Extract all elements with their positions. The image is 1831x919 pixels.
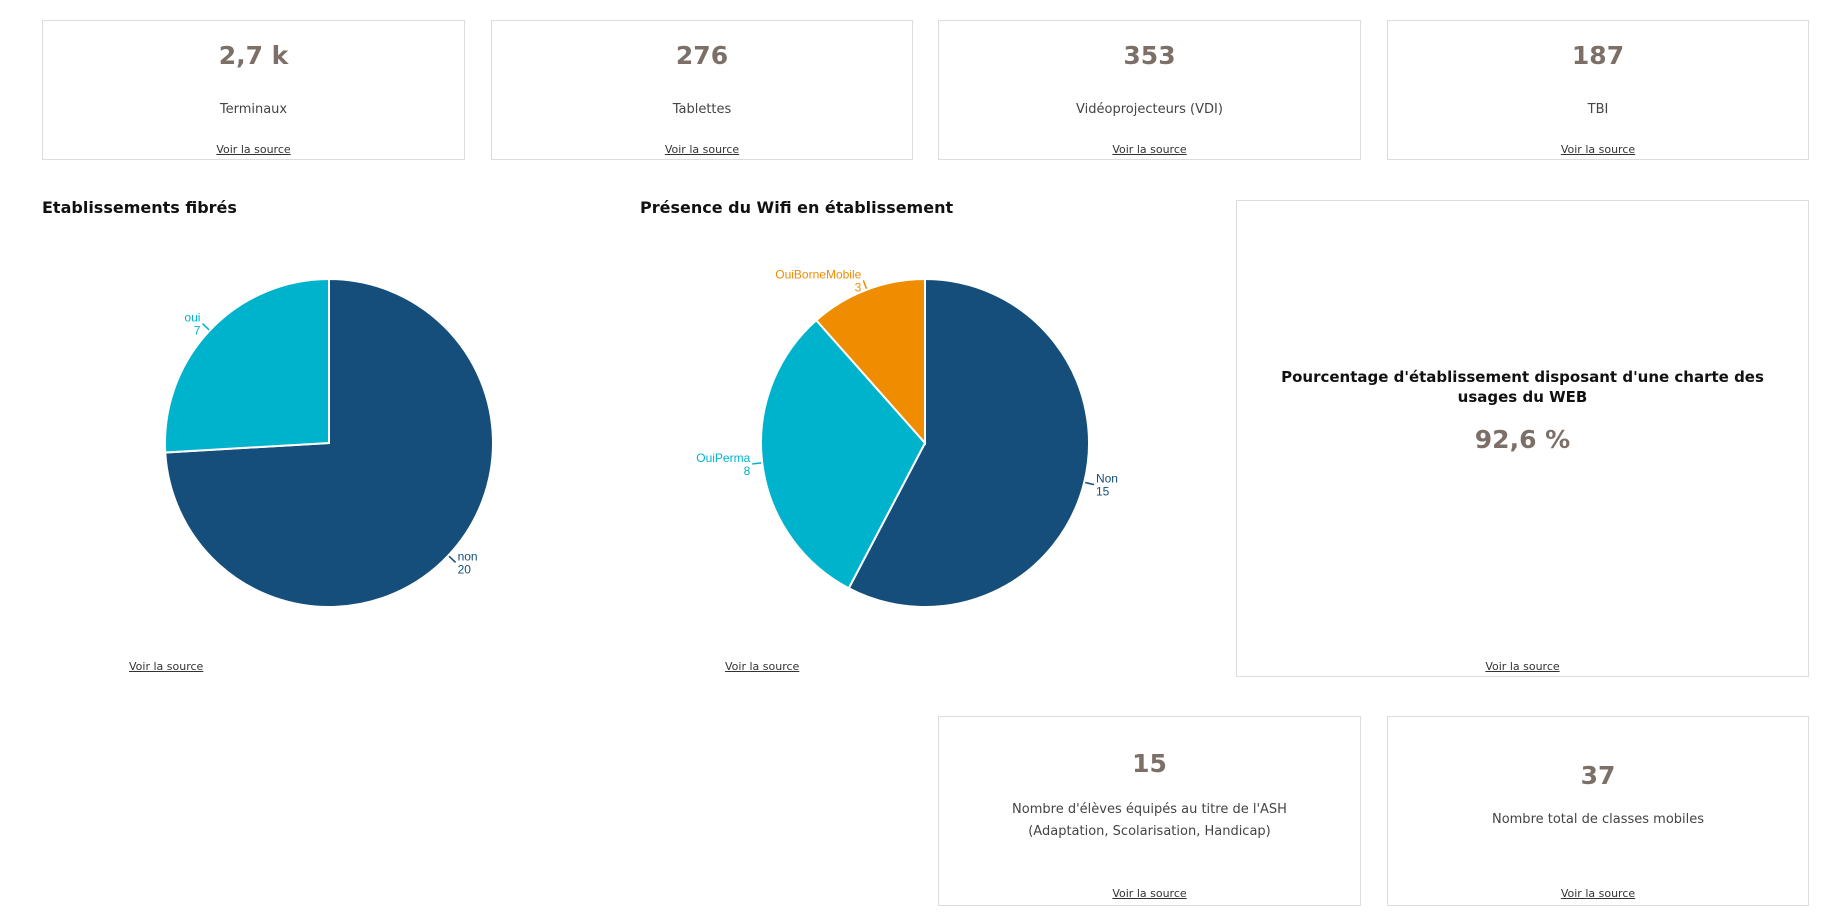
kpi-card-tbi: 187 TBI Voir la source xyxy=(1387,20,1809,160)
pie-chart-wifi: Non 15 OuiPerma 8 OuiBorneMobile 3 xyxy=(696,267,1118,608)
data-label: oui 7 xyxy=(184,311,200,338)
view-source-link[interactable]: Voir la source xyxy=(1112,143,1187,156)
data-label: OuiBorneMobile 3 xyxy=(775,267,861,294)
pie-chart-fibres: non 20 oui 7 xyxy=(164,277,494,608)
label-connector xyxy=(201,323,210,331)
view-source-link[interactable]: Voir la source xyxy=(1560,143,1636,156)
chart-title-wifi: Présence du Wifi en établissement xyxy=(640,198,954,217)
view-source-link[interactable]: Voir la source xyxy=(725,660,800,673)
kpi-label: Tablettes xyxy=(672,102,732,117)
kpi-value: 276 xyxy=(675,41,729,70)
kpi-label: Vidéoprojecteurs (VDI) xyxy=(1076,102,1223,117)
view-source-link[interactable]: Voir la source xyxy=(129,660,204,673)
data-label: Non 15 xyxy=(1096,472,1118,499)
kpi-card-tablettes: 276 Tablettes Voir la source xyxy=(491,20,913,160)
kpi-label: Terminaux xyxy=(219,102,288,117)
pie-slice-ouiperma[interactable] xyxy=(760,318,927,590)
kpi-value: 37 xyxy=(1580,761,1616,790)
kpi-card-classes-mobiles: 37 Nombre total de classes mobiles Voir … xyxy=(1387,716,1809,906)
kpi-card-terminaux: 2,7 k Terminaux Voir la source xyxy=(42,20,465,160)
kpi-label: Nombre d'élèves équipés au titre de l'AS… xyxy=(1012,802,1287,839)
kpi-card-videoprojecteurs: 353 Vidéoprojecteurs (VDI) Voir la sourc… xyxy=(938,20,1361,160)
pie-slice-oui[interactable] xyxy=(164,277,330,454)
kpi-label: Nombre total de classes mobiles xyxy=(1491,812,1705,827)
data-label: OuiPerma 8 xyxy=(696,451,750,478)
data-label: non 20 xyxy=(458,549,478,576)
web-charter-title: Pourcentage d'établissement disposant d'… xyxy=(1281,368,1764,406)
label-connector xyxy=(448,555,457,563)
view-source-link[interactable]: Voir la source xyxy=(1560,887,1636,900)
view-source-link[interactable]: Voir la source xyxy=(1112,887,1187,900)
label-connector xyxy=(862,280,868,289)
chart-title-fibres: Etablissements fibrés xyxy=(42,198,237,217)
kpi-value: 187 xyxy=(1571,41,1625,70)
view-source-link[interactable]: Voir la source xyxy=(1485,660,1560,673)
pie-slice-ouibornemobile[interactable] xyxy=(814,277,926,446)
view-source-link[interactable]: Voir la source xyxy=(216,143,291,156)
kpi-value: 353 xyxy=(1123,41,1176,70)
kpi-card-ash: 15 Nombre d'élèves équipés au titre de l… xyxy=(938,716,1361,906)
kpi-value: 15 xyxy=(1132,749,1167,778)
pie-slice-non[interactable] xyxy=(847,277,1090,608)
web-charter-value: 92,6 % xyxy=(1474,425,1571,454)
kpi-label: TBI xyxy=(1587,102,1609,117)
web-charter-card: Pourcentage d'établissement disposant d'… xyxy=(1236,200,1809,677)
label-connector xyxy=(1085,481,1095,486)
view-source-link[interactable]: Voir la source xyxy=(664,143,740,156)
kpi-value: 2,7 k xyxy=(218,41,289,70)
label-connector xyxy=(752,462,762,465)
